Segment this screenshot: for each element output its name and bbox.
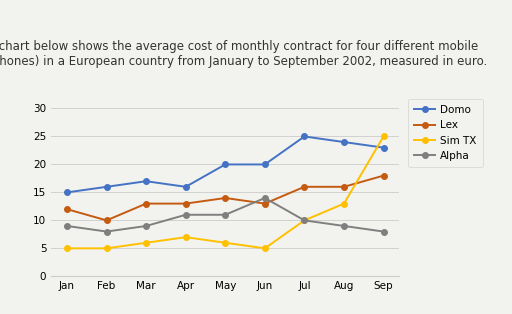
Sim TX xyxy=(222,241,228,245)
Domo xyxy=(64,191,70,194)
Alpha xyxy=(341,224,347,228)
Domo xyxy=(302,135,308,138)
Alpha xyxy=(262,196,268,200)
Legend: Domo, Lex, Sim TX, Alpha: Domo, Lex, Sim TX, Alpha xyxy=(408,99,483,167)
Sim TX xyxy=(302,219,308,222)
Lex xyxy=(262,202,268,205)
Domo xyxy=(222,163,228,166)
Alpha xyxy=(380,230,387,233)
Lex xyxy=(183,202,189,205)
Sim TX xyxy=(143,241,149,245)
Lex xyxy=(222,196,228,200)
Sim TX xyxy=(64,246,70,250)
Line: Domo: Domo xyxy=(64,134,387,195)
Lex xyxy=(103,219,110,222)
Domo xyxy=(103,185,110,189)
Sim TX xyxy=(380,135,387,138)
Lex xyxy=(341,185,347,189)
Alpha xyxy=(103,230,110,233)
Line: Sim TX: Sim TX xyxy=(64,134,387,251)
Lex xyxy=(302,185,308,189)
Alpha xyxy=(183,213,189,217)
Domo xyxy=(143,179,149,183)
Sim TX xyxy=(262,246,268,250)
Alpha xyxy=(222,213,228,217)
Alpha xyxy=(302,219,308,222)
Domo xyxy=(380,146,387,149)
Line: Lex: Lex xyxy=(64,173,387,223)
Domo xyxy=(262,163,268,166)
Sim TX xyxy=(103,246,110,250)
Lex xyxy=(64,207,70,211)
Alpha xyxy=(143,224,149,228)
Sim TX xyxy=(341,202,347,205)
Alpha xyxy=(64,224,70,228)
Lex xyxy=(143,202,149,205)
Domo xyxy=(341,140,347,144)
Sim TX xyxy=(183,235,189,239)
Domo xyxy=(183,185,189,189)
Line: Alpha: Alpha xyxy=(64,195,387,234)
Lex xyxy=(380,174,387,177)
Text: The chart below shows the average cost of monthly contract for four different mo: The chart below shows the average cost o… xyxy=(0,40,487,68)
